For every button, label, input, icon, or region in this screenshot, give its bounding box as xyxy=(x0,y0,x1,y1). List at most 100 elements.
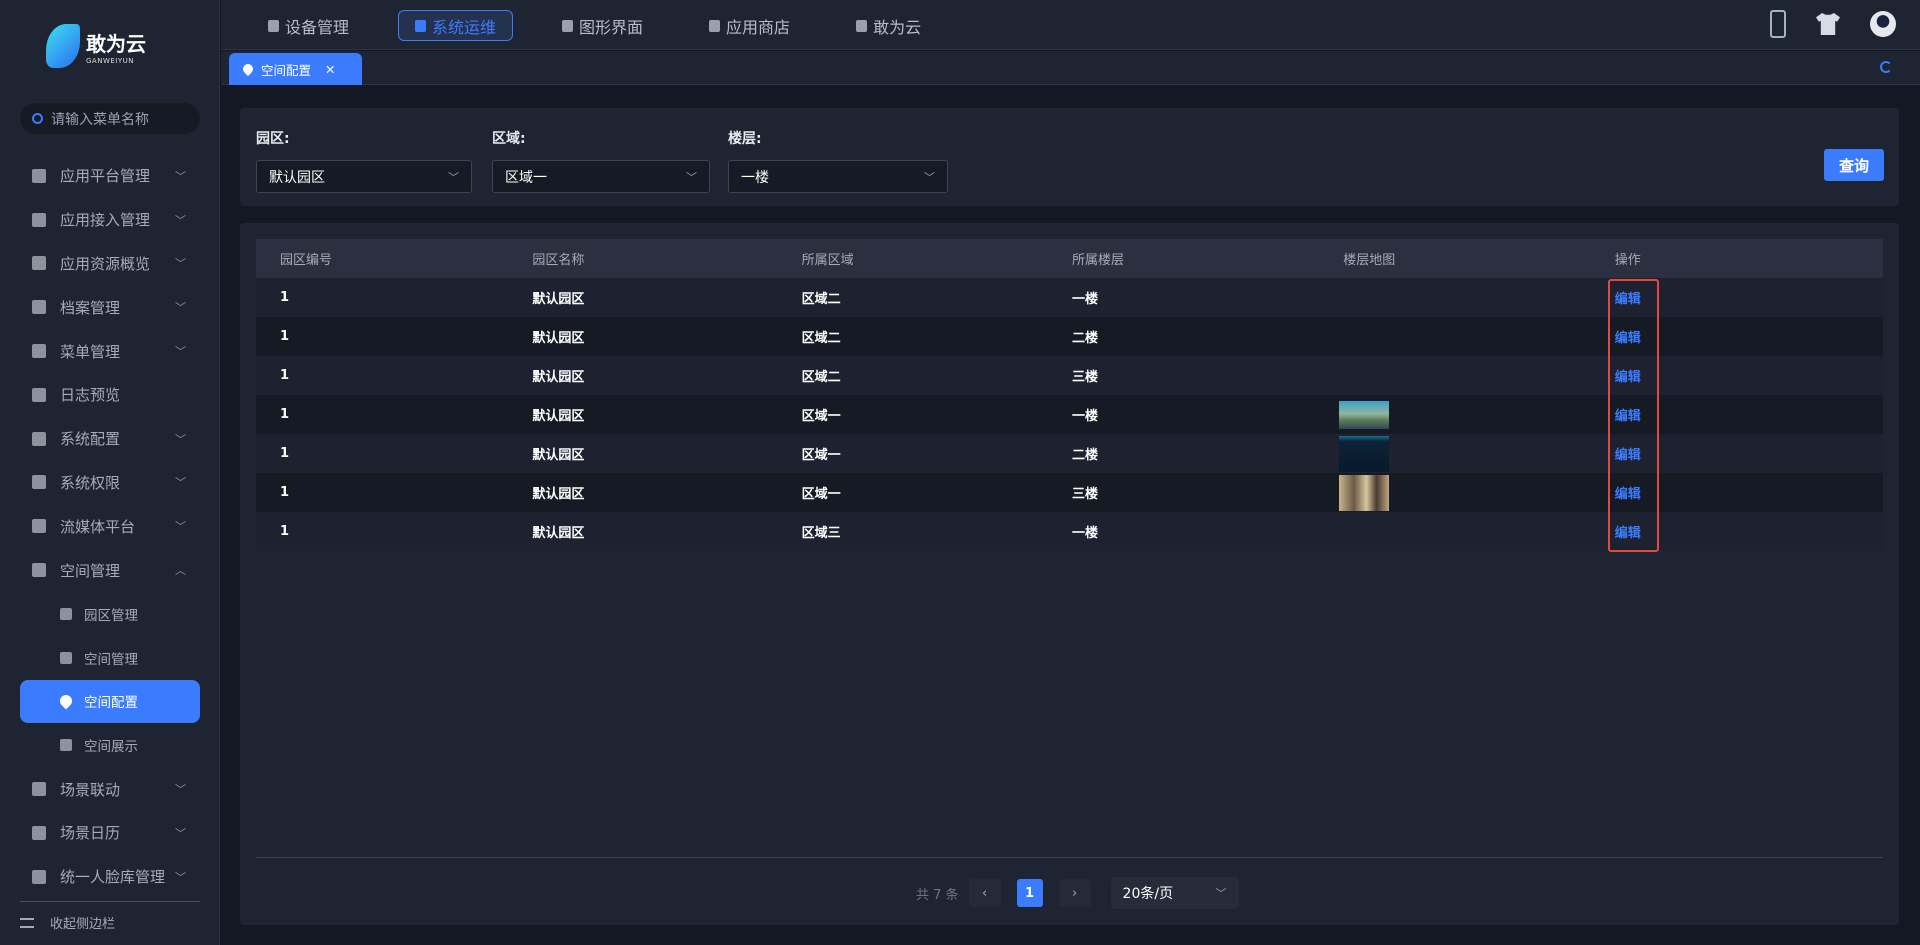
menu-search-input[interactable]: 请输入菜单名称 xyxy=(20,103,200,134)
cell-floor: 三楼 xyxy=(1047,473,1320,512)
cell-floor: 一楼 xyxy=(1047,512,1320,551)
park-label: 园区: xyxy=(256,131,290,147)
sidebar-item-label: 系统权限 xyxy=(60,473,121,492)
theme-shirt-icon[interactable] xyxy=(1816,13,1840,35)
query-button[interactable]: 查询 xyxy=(1824,149,1884,181)
close-icon[interactable]: ✕ xyxy=(325,61,336,77)
area-select[interactable]: 区域一 ﹀ xyxy=(492,160,710,193)
page-size-select[interactable]: 20条/页 ﹀ xyxy=(1110,877,1239,909)
next-page-button[interactable]: › xyxy=(1058,879,1091,907)
pagination: 共 7 条 ‹ 1 › 20条/页 ﹀ xyxy=(916,877,1239,909)
floor-value: 一楼 xyxy=(741,169,769,186)
tab-bar: 空间配置 ✕ xyxy=(221,51,1920,85)
top-bar: 设备管理 系统运维 图形界面 应用商店 敢为云 xyxy=(221,0,1920,50)
sidebar-item[interactable]: 应用资源概览 ﹀ xyxy=(0,242,220,286)
table-row: 1 默认园区 区域一 一楼 编辑 xyxy=(256,395,1883,434)
chevron-down-icon: ﹀ xyxy=(175,213,186,227)
sidebar-item[interactable]: 空间管理 xyxy=(0,636,220,680)
nav-label: 设备管理 xyxy=(285,17,350,37)
sidebar-item[interactable]: 空间配置 xyxy=(20,679,200,724)
sidebar-item[interactable]: 系统权限 ﹀ xyxy=(0,461,220,505)
menu-item-icon xyxy=(60,651,72,664)
column-header: 园区名称 xyxy=(508,239,778,278)
edit-link[interactable]: 编辑 xyxy=(1614,448,1641,463)
floor-map-thumbnail[interactable] xyxy=(1339,474,1390,511)
top-nav-item[interactable]: 应用商店 xyxy=(692,10,807,41)
table-row: 1 默认园区 区域二 一楼 编辑 xyxy=(256,278,1883,317)
floor-select[interactable]: 一楼 ﹀ xyxy=(728,160,948,193)
cell-action: 编辑 xyxy=(1590,317,1883,356)
sidebar-item[interactable]: 空间管理 ︿ xyxy=(0,548,220,592)
sidebar-item[interactable]: 菜单管理 ﹀ xyxy=(0,329,220,373)
menu-item-icon xyxy=(60,607,72,620)
floor-map-thumbnail[interactable] xyxy=(1339,400,1390,429)
cell-name: 默认园区 xyxy=(508,278,778,317)
cell-name: 默认园区 xyxy=(508,512,778,551)
top-nav-item[interactable]: 系统运维 xyxy=(398,10,514,41)
sidebar-item[interactable]: 场景联动 ﹀ xyxy=(0,767,220,811)
cell-name: 默认园区 xyxy=(508,434,778,473)
sidebar-item-label: 档案管理 xyxy=(60,298,121,317)
sidebar-item[interactable]: 应用平台管理 ﹀ xyxy=(0,154,220,198)
park-select[interactable]: 默认园区 ﹀ xyxy=(256,160,472,193)
cell-area: 区域一 xyxy=(777,395,1048,434)
page-size-value: 20条/页 xyxy=(1122,886,1174,902)
location-pin-icon xyxy=(240,61,256,77)
prev-page-button[interactable]: ‹ xyxy=(968,879,1001,907)
menu-item-icon xyxy=(57,692,75,710)
column-header: 楼层地图 xyxy=(1319,239,1591,278)
mobile-icon[interactable] xyxy=(1770,10,1786,38)
menu-item-icon xyxy=(32,168,46,183)
chevron-down-icon: ﹀ xyxy=(924,170,935,184)
page-1-button[interactable]: 1 xyxy=(1016,879,1043,907)
nav-icon xyxy=(268,19,279,32)
sidebar-item[interactable]: 空间展示 xyxy=(0,723,220,767)
refresh-icon[interactable] xyxy=(1880,61,1892,73)
filter-panel: 园区: 默认园区 ﹀ 区域: 区域一 ﹀ 楼层: 一楼 ﹀ 查询 xyxy=(240,108,1899,206)
user-avatar[interactable] xyxy=(1870,11,1896,37)
column-header: 园区编号 xyxy=(256,239,509,278)
top-nav-item[interactable]: 设备管理 xyxy=(251,10,366,41)
sidebar-item-label: 空间管理 xyxy=(84,651,138,668)
edit-link[interactable]: 编辑 xyxy=(1614,409,1641,424)
sidebar-item[interactable]: 档案管理 ﹀ xyxy=(0,285,220,329)
sidebar-item[interactable]: 场景日历 ﹀ xyxy=(0,811,220,855)
sidebar-menu: 应用平台管理 ﹀ 应用接入管理 ﹀ 应用资源概览 ﹀ 档案管理 ﹀ 菜单管理 ﹀ 日志预览 系统配置 ﹀… xyxy=(0,154,220,899)
collapse-label: 收起侧边栏 xyxy=(50,917,116,932)
sidebar-item[interactable]: 应用接入管理 ﹀ xyxy=(0,198,220,242)
top-nav-item[interactable]: 敢为云 xyxy=(839,10,938,41)
butterfly-logo-icon xyxy=(46,24,80,68)
cell-name: 默认园区 xyxy=(508,473,778,512)
search-placeholder: 请输入菜单名称 xyxy=(51,111,149,128)
cell-id: 1 xyxy=(256,317,509,356)
menu-item-icon xyxy=(32,212,46,227)
menu-item-icon xyxy=(32,782,46,797)
sidebar-item[interactable]: 日志预览 xyxy=(0,373,220,417)
edit-link[interactable]: 编辑 xyxy=(1614,292,1641,307)
sidebar-item[interactable]: 统一人脸库管理 ﹀ xyxy=(0,855,220,899)
menu-item-icon xyxy=(32,825,46,840)
table-row: 1 默认园区 区域二 三楼 编辑 xyxy=(256,356,1883,395)
table-row: 1 默认园区 区域三 一楼 编辑 xyxy=(256,512,1883,551)
cell-area: 区域二 xyxy=(777,317,1048,356)
tab-space-config[interactable]: 空间配置 ✕ xyxy=(229,53,362,85)
chevron-down-icon: ﹀ xyxy=(175,345,186,359)
edit-link[interactable]: 编辑 xyxy=(1614,526,1641,541)
cell-map xyxy=(1319,395,1591,434)
collapse-sidebar-button[interactable]: 收起侧边栏 xyxy=(20,913,115,932)
cell-map xyxy=(1319,434,1591,473)
sidebar-item[interactable]: 园区管理 xyxy=(0,592,220,636)
edit-link[interactable]: 编辑 xyxy=(1614,487,1641,502)
park-value: 默认园区 xyxy=(269,169,325,186)
edit-link[interactable]: 编辑 xyxy=(1614,370,1641,385)
edit-link[interactable]: 编辑 xyxy=(1614,331,1641,346)
floor-map-thumbnail[interactable] xyxy=(1339,435,1390,472)
sidebar-item[interactable]: 系统配置 ﹀ xyxy=(0,417,220,461)
cell-area: 区域二 xyxy=(777,278,1048,317)
sidebar-item-label: 空间管理 xyxy=(60,561,121,580)
top-nav-item[interactable]: 图形界面 xyxy=(545,10,660,41)
chevron-down-icon: ﹀ xyxy=(175,169,186,183)
cell-action: 编辑 xyxy=(1590,356,1883,395)
sidebar-item[interactable]: 流媒体平台 ﹀ xyxy=(0,504,220,548)
cell-floor: 一楼 xyxy=(1047,278,1320,317)
